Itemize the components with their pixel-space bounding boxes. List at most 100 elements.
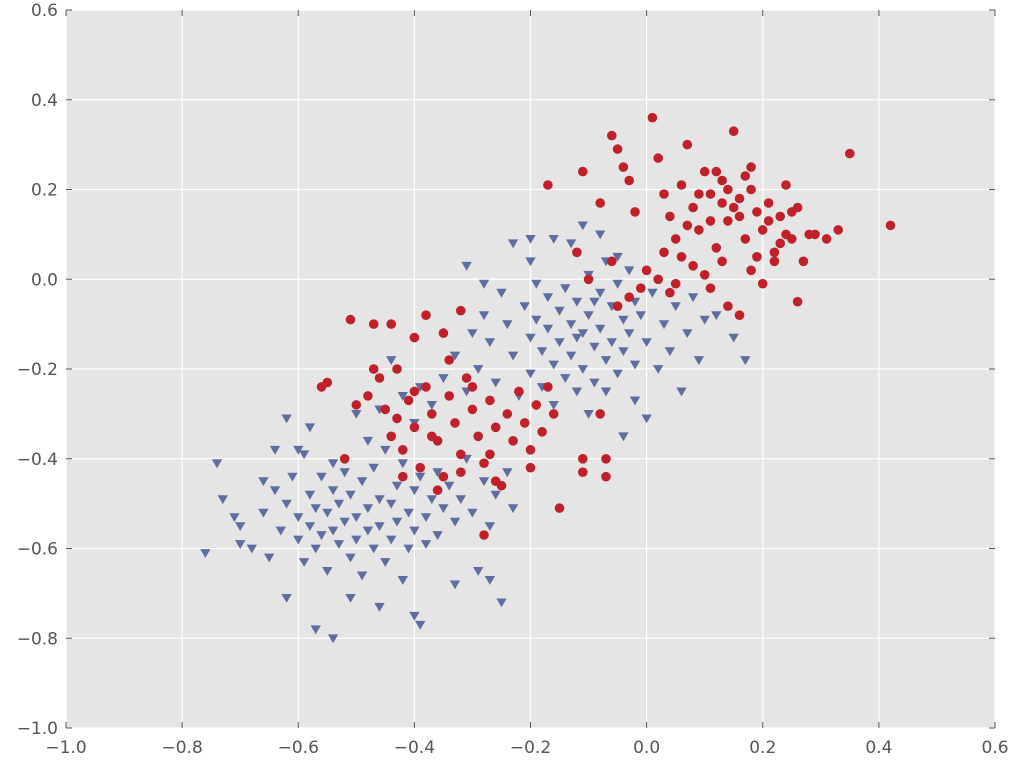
circle-point <box>717 256 727 267</box>
circle-point <box>682 139 693 150</box>
triangle-point <box>449 351 461 361</box>
circle-point <box>578 166 588 177</box>
circle-point <box>705 283 716 294</box>
triangle-point <box>693 356 705 365</box>
triangle-point <box>682 329 693 338</box>
triangle-point <box>420 540 432 549</box>
circle-point <box>392 364 402 374</box>
triangle-point <box>467 329 478 338</box>
triangle-point <box>449 517 461 527</box>
triangle-point <box>728 333 739 343</box>
triangle-point <box>316 472 327 482</box>
triangle-point <box>345 490 356 500</box>
triangle-point <box>304 490 316 500</box>
triangle-point <box>618 432 629 442</box>
triangle-point <box>496 598 507 608</box>
triangle-point <box>484 522 496 531</box>
circle-point <box>427 409 437 419</box>
circle-point <box>769 247 780 258</box>
triangle-point <box>461 261 472 271</box>
triangle-point <box>565 239 577 249</box>
circle-point <box>752 251 762 262</box>
triangle-point <box>397 392 408 401</box>
circle-point <box>624 175 634 186</box>
circle-point <box>490 476 501 487</box>
y-tick-label: 0.0 <box>31 270 58 290</box>
triangle-point <box>635 311 646 321</box>
triangle-point <box>409 526 420 536</box>
triangle-point <box>653 365 664 374</box>
triangle-point <box>409 611 420 621</box>
triangle-point <box>310 625 321 635</box>
circle-point <box>409 422 420 433</box>
triangle-point <box>275 526 286 536</box>
triangle-point <box>536 347 548 356</box>
circle-point <box>461 373 472 383</box>
triangle-point <box>554 306 565 316</box>
circle-point <box>525 445 536 455</box>
circle-point <box>339 454 350 464</box>
triangle-point <box>432 468 443 478</box>
triangle-point <box>473 365 484 374</box>
triangle-point <box>699 315 710 325</box>
triangle-point <box>577 329 588 338</box>
circle-point <box>641 265 652 276</box>
circle-point <box>682 220 693 231</box>
triangle-point <box>600 356 612 365</box>
triangle-point <box>595 288 606 298</box>
triangle-point <box>554 338 565 347</box>
triangle-point <box>235 522 246 531</box>
triangle-point <box>310 544 321 554</box>
circle-point <box>502 409 513 419</box>
triangle-point <box>560 284 571 294</box>
tick-labels: −1.0 −0.8 −0.6 −0.4 −0.2 0.0 0.2 0.4 0.6 −1.0 −0.8… <box>17 1 1009 758</box>
triangle-point <box>629 396 641 406</box>
circle-point <box>769 256 780 267</box>
triangle-point <box>217 495 228 505</box>
triangle-point <box>298 558 310 567</box>
triangle-point <box>525 257 536 267</box>
circle-point <box>676 180 687 190</box>
triangle-point <box>571 333 583 343</box>
triangle-point <box>345 594 356 603</box>
triangle-point <box>322 567 333 576</box>
circle-point <box>781 229 791 240</box>
x-tick-label: 0.6 <box>981 738 1008 758</box>
triangle-point <box>589 378 600 388</box>
series-markers <box>200 112 896 644</box>
triangle-point <box>502 468 513 478</box>
circle-point <box>845 148 855 159</box>
x-tick-label: −0.2 <box>510 738 551 758</box>
circle-point <box>723 301 733 312</box>
circle-point <box>543 180 553 190</box>
circle-point <box>787 207 797 217</box>
x-tick-label: −0.4 <box>394 738 435 758</box>
circle-point <box>485 395 495 406</box>
circle-point <box>403 395 414 406</box>
triangle-point <box>438 504 449 514</box>
circle-point <box>368 319 379 329</box>
circle-point <box>467 404 478 415</box>
circle-point <box>444 391 455 401</box>
circle-point <box>578 467 588 478</box>
circle-point <box>479 458 489 469</box>
triangle-point <box>548 401 559 410</box>
circle-point <box>409 332 420 343</box>
triangle-point <box>612 252 623 262</box>
circle-point <box>398 471 408 482</box>
y-tick-label: −1.0 <box>17 719 58 739</box>
triangle-point <box>374 602 385 612</box>
circle-point <box>699 270 710 280</box>
circle-point <box>583 274 594 285</box>
triangle-point <box>595 230 606 240</box>
triangle-point <box>589 342 600 352</box>
y-tick-label: −0.6 <box>17 540 58 560</box>
x-tick-label: −0.8 <box>161 738 202 758</box>
circle-point <box>688 202 698 213</box>
circle-point <box>537 427 547 437</box>
y-tick-label: −0.2 <box>17 360 58 380</box>
triangle-point <box>235 540 246 549</box>
triangle-point <box>676 387 687 397</box>
triangle-point <box>415 472 426 482</box>
